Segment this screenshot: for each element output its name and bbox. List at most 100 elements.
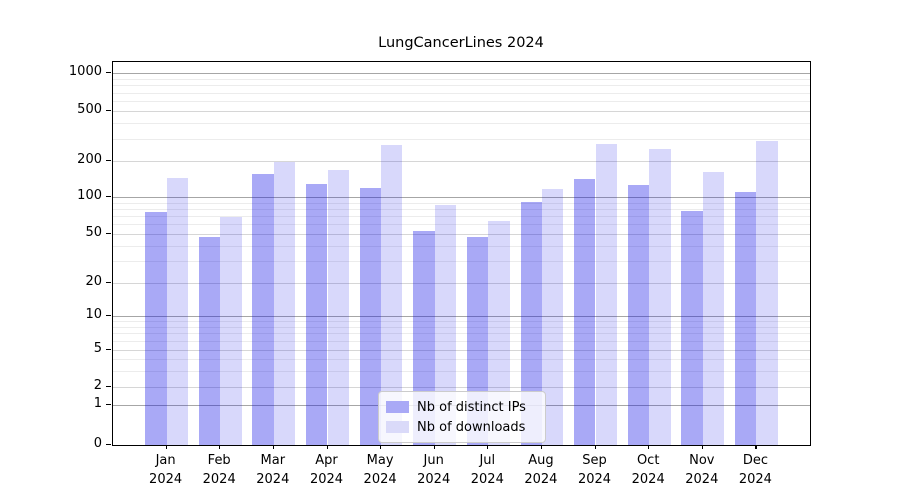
plot-area: Nb of distinct IPs Nb of downloads [112, 61, 811, 446]
y-tick-mark [106, 160, 111, 162]
gridline [113, 197, 810, 198]
y-tick-label: 100 [77, 188, 102, 203]
gridline-minor [113, 85, 810, 87]
x-tick-label: Oct 2024 [616, 451, 680, 489]
x-tick-mark [487, 445, 489, 449]
legend-swatch-downloads [386, 421, 409, 433]
x-tick-label: Nov 2024 [670, 451, 734, 489]
legend-item-distinct-ips: Nb of distinct IPs [386, 397, 537, 417]
x-tick-mark [219, 445, 221, 449]
x-tick-mark [433, 445, 435, 449]
y-tick-label: 1 [93, 396, 102, 411]
bar-downloads-jul [488, 220, 510, 445]
gridline-minor [113, 208, 810, 210]
bar-downloads-dec [756, 140, 778, 445]
x-tick-year: 2024 [524, 472, 558, 487]
bar-distinct-ips-feb [198, 237, 221, 445]
y-tick-label: 5 [93, 341, 102, 356]
x-tick-mark [701, 445, 703, 449]
x-tick-mark [755, 445, 757, 449]
y-tick-mark [106, 196, 111, 198]
x-tick-label: Jan 2024 [134, 451, 198, 489]
x-tick-month: Jan [155, 453, 176, 468]
legend-label-distinct-ips: Nb of distinct IPs [417, 399, 526, 415]
x-tick-month: Sep [582, 453, 607, 468]
x-tick-mark [648, 445, 650, 449]
bar-downloads-jan [166, 178, 188, 445]
y-tick-label: 0 [93, 436, 102, 451]
bar-distinct-ips-nov [681, 211, 703, 445]
x-tick-year: 2024 [738, 472, 772, 487]
gridline [113, 283, 810, 284]
gridline [113, 111, 810, 112]
x-tick-month: Mar [260, 453, 286, 468]
y-tick-mark [106, 282, 111, 284]
gridline-minor [113, 202, 810, 204]
x-tick-month: Oct [636, 453, 660, 468]
legend-label-downloads: Nb of downloads [417, 419, 526, 435]
gridline-minor [113, 123, 810, 125]
gridline-minor [113, 224, 810, 226]
x-tick-mark [380, 445, 382, 449]
gridline [113, 387, 810, 388]
y-tick-label: 500 [77, 102, 102, 117]
x-tick-year: 2024 [256, 472, 290, 487]
y-tick-mark [106, 386, 111, 388]
x-tick-month: Apr [315, 453, 338, 468]
y-tick-label: 200 [77, 152, 102, 167]
x-tick-label: Apr 2024 [295, 451, 359, 489]
x-tick-label: Feb 2024 [187, 451, 251, 489]
gridline-minor [113, 326, 810, 328]
x-tick-year: 2024 [202, 472, 236, 487]
y-tick-mark [106, 315, 111, 317]
x-tick-label: Dec 2024 [723, 451, 787, 489]
bar-distinct-ips-oct [627, 184, 650, 445]
gridline-minor [113, 333, 810, 335]
x-tick-label: Mar 2024 [241, 451, 305, 489]
bar-downloads-nov [702, 171, 725, 445]
gridline-minor [113, 261, 810, 263]
x-tick-year: 2024 [631, 472, 665, 487]
gridline [113, 73, 810, 74]
gridline [113, 350, 810, 351]
gridline [113, 234, 810, 235]
x-tick-year: 2024 [417, 472, 451, 487]
y-tick-mark [106, 72, 111, 74]
bar-distinct-ips-jan [145, 211, 167, 445]
y-tick-mark [106, 233, 111, 235]
x-tick-label: Jul 2024 [455, 451, 519, 489]
y-tick-label: 20 [85, 274, 102, 289]
x-tick-year: 2024 [149, 472, 183, 487]
bar-downloads-feb [220, 216, 242, 445]
x-tick-mark [165, 445, 167, 449]
x-tick-label: Jun 2024 [402, 451, 466, 489]
legend-swatch-distinct-ips [386, 401, 409, 413]
x-tick-month: Feb [207, 453, 231, 468]
x-tick-year: 2024 [470, 472, 504, 487]
bar-downloads-aug [541, 188, 564, 445]
bar-distinct-ips-mar [252, 174, 274, 445]
gridline-minor [113, 216, 810, 218]
y-tick-mark [106, 444, 111, 446]
x-tick-year: 2024 [363, 472, 397, 487]
chart-title: LungCancerLines 2024 [378, 35, 544, 51]
bar-downloads-oct [649, 148, 671, 445]
x-tick-month: Dec [742, 453, 768, 468]
x-tick-year: 2024 [577, 472, 612, 487]
x-tick-mark [326, 445, 328, 449]
gridline [113, 161, 810, 162]
x-tick-label: Sep 2024 [563, 451, 627, 489]
x-tick-label: Aug 2024 [509, 451, 573, 489]
x-tick-mark [540, 445, 543, 449]
gridline-minor [113, 370, 810, 372]
x-tick-mark [594, 445, 596, 449]
x-tick-month: Nov [689, 453, 715, 468]
legend-item-downloads: Nb of downloads [386, 417, 537, 437]
y-tick-label: 50 [85, 225, 102, 240]
y-tick-label: 2 [93, 378, 102, 393]
gridline-minor [113, 321, 810, 323]
x-tick-label: May 2024 [348, 451, 412, 489]
x-tick-month: Jul [479, 453, 496, 468]
gridline-minor [113, 341, 810, 343]
